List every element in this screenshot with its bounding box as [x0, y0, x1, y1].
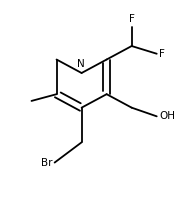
Text: F: F [159, 49, 165, 59]
Text: F: F [129, 14, 135, 25]
Text: N: N [77, 59, 85, 69]
Text: OH: OH [159, 111, 175, 121]
Text: Br: Br [41, 158, 52, 168]
